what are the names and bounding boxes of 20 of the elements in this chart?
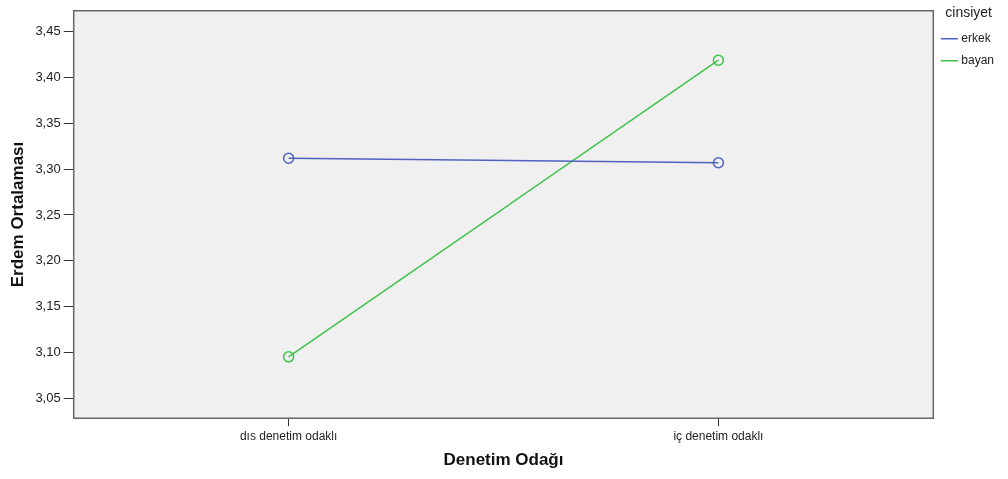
x-axis-title: Denetim Odağı <box>443 450 564 470</box>
y-tick-label: 3,20 <box>35 252 61 268</box>
legend-title: cinsiyet <box>945 3 993 20</box>
x-tick-label: dıs denetim odaklı <box>239 428 338 443</box>
y-tick-label: 3,40 <box>35 69 61 85</box>
y-tick-label: 3,15 <box>35 298 61 314</box>
y-axis-title: Erdem Ortalaması <box>7 141 27 288</box>
legend-label: erkek <box>961 31 992 46</box>
legend-label: bayan <box>961 53 995 68</box>
x-tick-label: iç denetim odaklı <box>673 428 764 443</box>
y-tick-label: 3,10 <box>35 343 61 359</box>
point <box>282 152 295 164</box>
y-tick-label: 3,35 <box>35 114 61 130</box>
point <box>282 351 295 363</box>
y-tick-label: 3,30 <box>35 160 61 176</box>
y-tick-label: 3,05 <box>35 389 61 405</box>
y-tick-label: 3,25 <box>35 206 61 222</box>
point <box>712 54 725 66</box>
point <box>712 157 725 169</box>
y-tick-label: 3,45 <box>35 23 61 39</box>
